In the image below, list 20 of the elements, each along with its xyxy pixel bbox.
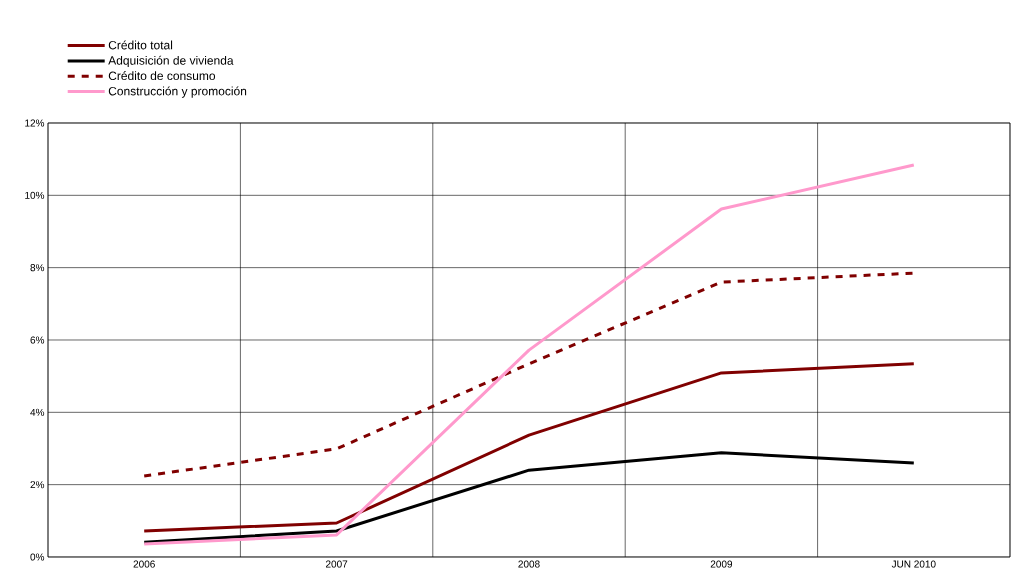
x-tick-label: 2008 [518, 560, 540, 568]
line-series [142, 163, 916, 546]
line-series [142, 451, 916, 544]
y-tick-label: 0% [30, 553, 45, 561]
line-series [142, 362, 916, 533]
y-tick-label: 2% [30, 481, 45, 489]
y-tick-label: 6% [30, 336, 45, 344]
y-tick-label: 12% [25, 119, 45, 127]
legend-label: Adquisición de vivienda [108, 55, 234, 68]
x-tick-label: 2009 [710, 560, 733, 568]
x-tick-label: JUN 2010 [891, 560, 936, 568]
y-tick-label: 8% [30, 264, 45, 272]
legend-label: Crédito de consumo [108, 71, 216, 81]
line-series [142, 271, 916, 478]
y-tick-label: 10% [25, 191, 45, 199]
x-tick-label: 2006 [133, 560, 155, 568]
legend-label: Crédito total [108, 40, 173, 50]
legend-label: Construcción y promoción [108, 86, 247, 98]
y-tick-label: 4% [30, 408, 45, 416]
x-tick-label: 2007 [325, 560, 348, 568]
